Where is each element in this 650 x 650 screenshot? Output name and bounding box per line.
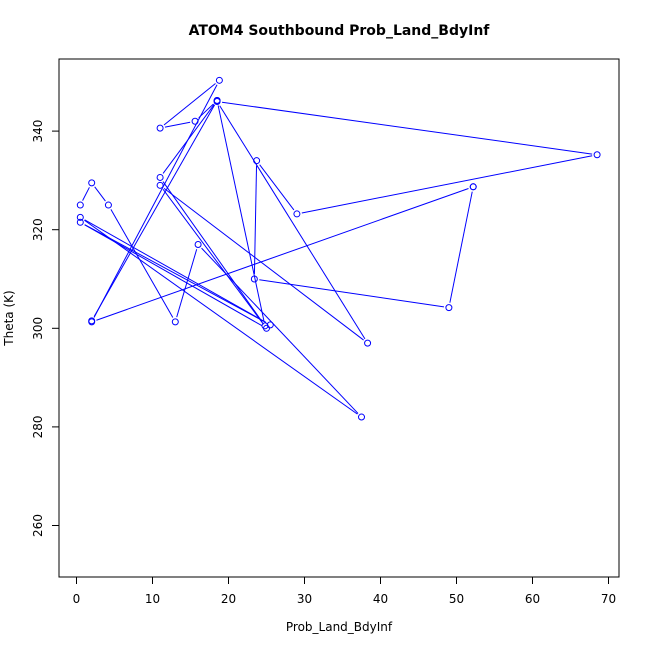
x-tick-label: 10: [145, 592, 160, 606]
data-point: [76, 201, 84, 209]
series-segment: [93, 104, 216, 317]
series-segment: [164, 121, 191, 128]
series-segment: [84, 219, 267, 323]
data-point: [364, 339, 372, 347]
y-tick-label: 340: [31, 120, 45, 143]
data-point: [593, 151, 601, 159]
data-point: [156, 181, 164, 189]
data-point: [88, 179, 96, 187]
series-segment: [221, 101, 593, 155]
series-segment: [219, 105, 366, 340]
data-point: [191, 117, 199, 125]
y-tick-label: 300: [31, 317, 45, 340]
series-segment: [94, 186, 106, 202]
y-axis: 260 280 300 320 340: [31, 120, 60, 537]
series-segment: [84, 224, 263, 327]
series-segment: [93, 84, 218, 318]
data-point: [76, 218, 84, 226]
series-segment: [84, 224, 267, 323]
series-segment: [217, 105, 265, 322]
series-segment: [301, 155, 593, 214]
series-segment: [163, 83, 216, 126]
series-segment: [259, 164, 295, 211]
data-point: [261, 322, 269, 330]
data-point: [213, 97, 221, 105]
series-segment: [198, 103, 214, 119]
series-segment: [162, 104, 215, 174]
data-point: [445, 304, 453, 312]
data-point: [253, 157, 261, 165]
data-point: [194, 240, 202, 248]
series-lines: [82, 83, 593, 415]
data-point: [104, 201, 112, 209]
data-point: [156, 124, 164, 132]
x-tick-label: 40: [373, 592, 388, 606]
y-tick-label: 280: [31, 415, 45, 438]
series-segment: [449, 191, 473, 303]
x-axis: 0 10 20 30 40 50 60 70: [73, 576, 616, 606]
plot-frame: [58, 58, 620, 578]
data-point: [358, 413, 365, 421]
series-segment: [96, 188, 469, 321]
data-point: [156, 173, 164, 181]
series-segment: [82, 187, 90, 201]
chart-title: ATOM4 Southbound Prob_Land_BdyInf: [189, 23, 491, 39]
series-segment: [259, 279, 445, 308]
data-point: [250, 275, 258, 283]
y-tick-label: 320: [31, 218, 45, 241]
data-point: [266, 321, 274, 329]
x-tick-label: 50: [449, 592, 464, 606]
series-segment: [253, 165, 258, 275]
series-points: [76, 76, 601, 421]
data-point: [469, 183, 477, 191]
series-segment: [84, 219, 358, 415]
x-tick-label: 0: [73, 592, 81, 606]
series-segment: [162, 181, 263, 323]
x-tick-label: 30: [297, 592, 312, 606]
series-segment: [163, 187, 364, 341]
x-tick-label: 70: [601, 592, 616, 606]
series-segment: [162, 189, 264, 325]
y-tick-label: 260: [31, 514, 45, 537]
series-segment: [110, 209, 174, 318]
data-point: [88, 317, 96, 325]
data-point: [76, 213, 84, 221]
y-axis-label: Theta (K): [2, 290, 16, 346]
data-point: [293, 210, 301, 218]
data-point: [215, 76, 223, 84]
x-tick-label: 60: [525, 592, 540, 606]
x-tick-label: 20: [221, 592, 236, 606]
x-axis-label: Prob_Land_BdyInf: [286, 620, 393, 634]
data-point: [171, 318, 179, 326]
